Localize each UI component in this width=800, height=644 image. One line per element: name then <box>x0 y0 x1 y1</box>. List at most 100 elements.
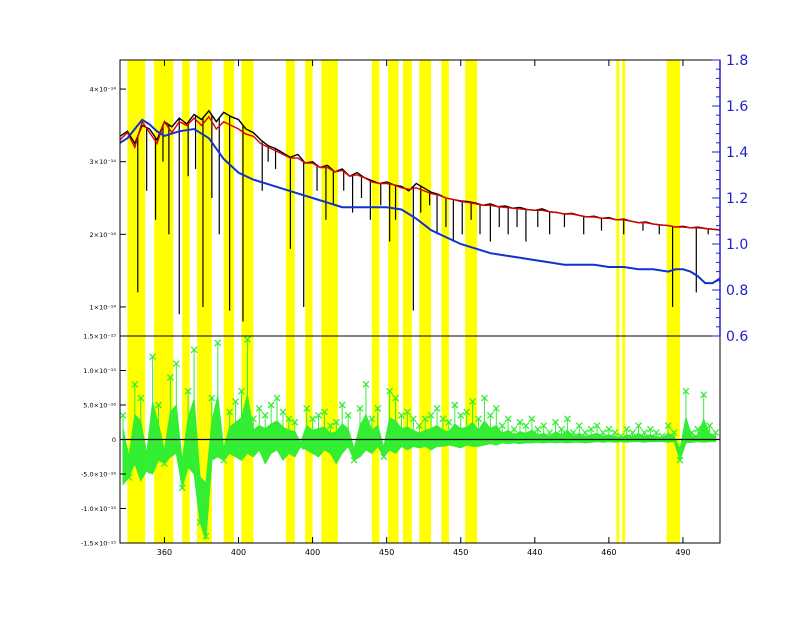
bottom-xtick-label-2: 400 <box>305 548 320 557</box>
residual-point-48 <box>403 408 411 450</box>
residual-marker-b-17 <box>220 456 228 464</box>
residual-point-72 <box>546 429 554 443</box>
top-y2tick-label-2: 1.0 <box>726 237 748 253</box>
residual-point-78 <box>581 429 589 443</box>
residual-point-98 <box>700 391 708 443</box>
top-band-5 <box>241 60 254 336</box>
residual-point-47 <box>398 411 405 447</box>
residual-point-16 <box>214 339 222 457</box>
residual-point-11 <box>184 387 192 468</box>
residual-point-84 <box>617 432 625 442</box>
residual-point-88 <box>640 429 648 443</box>
top-band-2 <box>182 60 190 336</box>
residual-point-76 <box>569 429 577 443</box>
bottom-ytick-label-5: 1.0×10⁻¹⁵ <box>83 367 116 375</box>
residual-point-8 <box>166 373 174 457</box>
residual-point-81 <box>599 429 607 443</box>
residual-point-5 <box>149 353 157 474</box>
residual-marker-b-1 <box>125 473 133 481</box>
model-spectrum-line <box>119 115 721 231</box>
residual-point-33 <box>315 411 322 457</box>
top-band-1 <box>154 60 174 336</box>
top-band-4 <box>223 60 235 336</box>
residual-point-26 <box>273 394 281 450</box>
residual-point-21 <box>243 335 251 454</box>
top-y2tick-label-6: 1.8 <box>726 53 748 69</box>
residual-point-14 <box>202 532 210 540</box>
top-y2tick-label-1: 0.8 <box>726 283 748 299</box>
top-band-7 <box>305 60 313 336</box>
bottom-ytick-label-4: 5.0×10⁻¹⁶ <box>83 402 116 410</box>
bottom-xtick-label-4: 450 <box>453 548 468 557</box>
top-band-16 <box>622 60 626 336</box>
residual-point-57 <box>457 411 465 448</box>
residual-point-50 <box>415 422 423 448</box>
top-shaded-bands <box>127 60 680 336</box>
residual-point-38 <box>344 411 352 447</box>
residual-point-91 <box>658 432 666 442</box>
residual-point-22 <box>249 415 257 457</box>
residual-point-46 <box>392 394 400 454</box>
top-ytick-label-2: 3×10⁻¹⁴ <box>90 158 117 166</box>
continuum-line <box>119 118 721 285</box>
residual-point-27 <box>279 408 287 461</box>
residual-point-7 <box>160 460 168 468</box>
residual-point-23 <box>255 404 263 450</box>
residual-point-13 <box>196 518 204 526</box>
bottom-xtick-label-0: 360 <box>157 548 172 557</box>
residual-point-37 <box>338 401 346 454</box>
residual-point-17 <box>220 456 228 464</box>
bottom-xtick-label-7: 490 <box>675 548 690 557</box>
residual-point-18 <box>226 408 234 454</box>
bottom-ytick-label-1: -1.0×10⁻¹⁵ <box>81 505 116 513</box>
residual-point-44 <box>380 453 388 461</box>
residual-point-42 <box>368 415 376 454</box>
residual-marker-b-44 <box>380 453 388 461</box>
residual-point-32 <box>309 415 317 454</box>
residual-point-31 <box>303 404 311 450</box>
bottom-xtick-label-6: 460 <box>601 548 616 557</box>
residual-point-54 <box>439 415 447 447</box>
top-band-15 <box>616 60 620 336</box>
residual-marker-b-10 <box>178 484 186 492</box>
residual-point-25 <box>267 401 275 454</box>
residual-marker-b-7 <box>160 460 168 468</box>
residual-point-2 <box>131 380 139 464</box>
residual-point-66 <box>510 425 518 443</box>
residual-markers <box>119 335 720 540</box>
top-band-8 <box>321 60 338 336</box>
residual-point-61 <box>480 394 488 446</box>
residual-point-9 <box>172 360 180 454</box>
residual-point-19 <box>232 398 240 457</box>
residual-marker-b-30 <box>297 442 305 450</box>
residual-marker-b-4 <box>143 467 151 475</box>
top-band-10 <box>388 60 399 336</box>
top-y2tick-label-0: 0.6 <box>726 329 748 345</box>
residual-point-39 <box>350 456 358 464</box>
residual-point-34 <box>320 408 328 450</box>
residual-point-12 <box>190 346 198 474</box>
bottom-xtick-label-5: 440 <box>527 548 542 557</box>
bottom-ytick-label-3: 0 <box>112 436 116 444</box>
top-band-3 <box>197 60 212 336</box>
residual-point-52 <box>427 411 435 450</box>
top-band-0 <box>127 60 146 336</box>
bottom-ytick-label-0: -1.5×10⁻¹⁵ <box>81 540 116 548</box>
residual-point-0 <box>119 411 127 485</box>
residual-point-95 <box>682 387 690 443</box>
residual-point-55 <box>445 418 453 446</box>
top-band-17 <box>666 60 680 336</box>
top-band-9 <box>371 60 380 336</box>
residual-point-1 <box>125 473 133 481</box>
residual-point-10 <box>178 484 186 492</box>
residual-marker-b-13 <box>196 518 204 526</box>
residual-point-40 <box>356 404 364 457</box>
residual-point-51 <box>421 415 429 447</box>
residual-point-15 <box>208 394 216 461</box>
residual-point-36 <box>332 418 340 464</box>
residual-point-60 <box>475 415 482 447</box>
residual-point-96 <box>688 429 696 443</box>
residual-point-28 <box>285 415 293 454</box>
residual-point-6 <box>155 401 162 461</box>
